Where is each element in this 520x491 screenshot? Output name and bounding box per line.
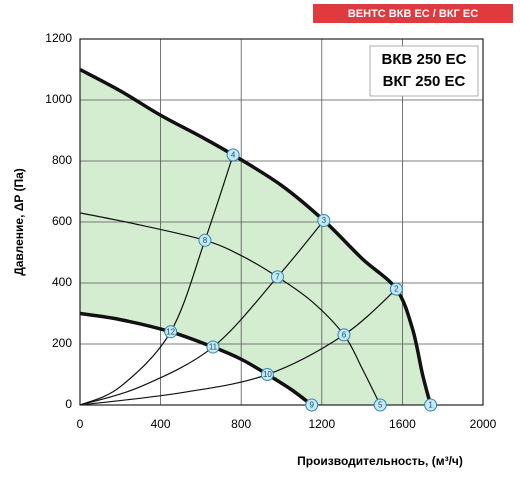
x-tick-label: 400 bbox=[151, 417, 171, 431]
y-tick-label: 200 bbox=[52, 336, 72, 350]
point-label: 4 bbox=[231, 151, 236, 160]
operating-point bbox=[198, 233, 212, 247]
operating-point bbox=[270, 270, 284, 284]
model-name: ВКВ 250 ЕС bbox=[381, 51, 466, 68]
curve bbox=[79, 67, 433, 406]
operating-point bbox=[389, 282, 403, 296]
y-tick-label: 400 bbox=[52, 275, 72, 289]
banner: ВЕНТС ВКВ ЕС / ВКГ ЕС bbox=[348, 8, 478, 20]
point-label: 5 bbox=[378, 401, 383, 410]
point-label: 6 bbox=[342, 330, 347, 339]
point-label: 7 bbox=[275, 273, 280, 282]
point-label: 12 bbox=[166, 327, 175, 336]
banner-box bbox=[313, 4, 513, 23]
y-tick-label: 1000 bbox=[45, 92, 72, 106]
operating-point bbox=[317, 213, 331, 227]
x-tick-label: 0 bbox=[77, 417, 84, 431]
operating-point bbox=[206, 340, 220, 354]
model-box bbox=[369, 45, 479, 97]
curve bbox=[79, 311, 313, 407]
point-label: 10 bbox=[263, 370, 272, 379]
point-label: 9 bbox=[309, 401, 314, 410]
operating-point bbox=[305, 398, 319, 412]
x-tick-label: 1200 bbox=[308, 417, 335, 431]
operating-point bbox=[337, 328, 351, 342]
y-axis-label: Давление, ΔP (Па) bbox=[12, 168, 26, 276]
y-tick-label: 1200 bbox=[45, 31, 72, 45]
point-label: 3 bbox=[322, 216, 327, 225]
x-tick-label: 800 bbox=[231, 417, 251, 431]
operating-point bbox=[226, 148, 240, 162]
x-axis-label: Производительность, (м³/ч) bbox=[297, 454, 463, 468]
point-label: 2 bbox=[394, 285, 399, 294]
point-label: 1 bbox=[428, 401, 433, 410]
operating-point bbox=[424, 398, 438, 412]
x-tick-label: 1600 bbox=[389, 417, 416, 431]
y-tick-label: 600 bbox=[52, 214, 72, 228]
point-label: 11 bbox=[209, 343, 218, 352]
operating-area bbox=[80, 69, 431, 405]
model-name: ВКГ 250 ЕС bbox=[383, 73, 466, 90]
plot-frame bbox=[79, 38, 484, 406]
y-tick-label: 0 bbox=[65, 397, 72, 411]
operating-point bbox=[373, 398, 387, 412]
point-label: 8 bbox=[203, 236, 208, 245]
operating-point bbox=[260, 368, 274, 381]
plot: 0 400 800 1200 1600 2000 0 200 400 600 800 1000 1200… bbox=[45, 31, 496, 431]
y-tick-label: 800 bbox=[52, 153, 72, 167]
operating-point bbox=[164, 325, 178, 339]
x-tick-label: 2000 bbox=[470, 417, 497, 431]
